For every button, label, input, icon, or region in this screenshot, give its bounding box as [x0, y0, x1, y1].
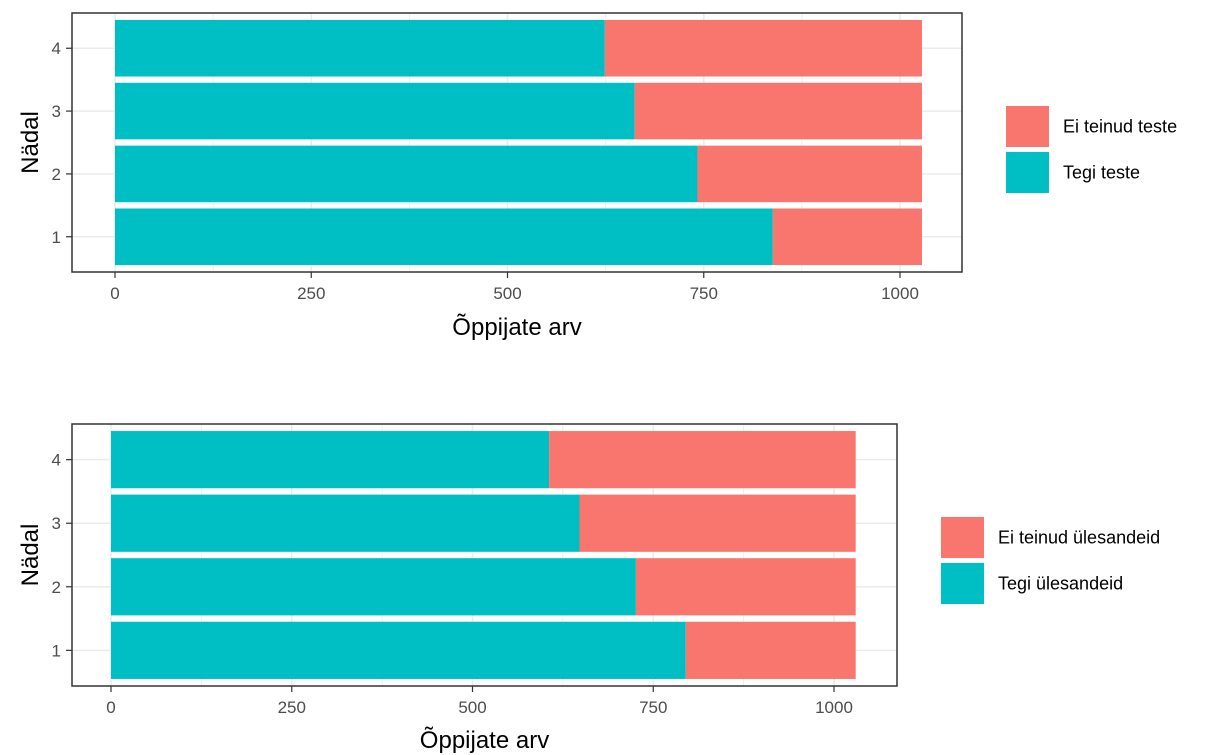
x-axis-title: Õppijate arv	[420, 726, 549, 754]
y-tick-label: 2	[52, 578, 61, 597]
y-tick-label: 2	[52, 165, 61, 184]
bar-did-week-3	[111, 494, 580, 552]
legend-label: Ei teinud ülesandeid	[998, 528, 1160, 548]
y-tick-label: 1	[52, 228, 61, 247]
y-tick-label: 3	[52, 102, 61, 121]
bar-did-week-4	[115, 19, 605, 77]
x-tick-label: 750	[639, 698, 667, 717]
bar-did-not-week-4	[549, 431, 856, 489]
legend-swatch	[941, 563, 984, 604]
panel-border	[71, 423, 898, 687]
legend-swatch	[1006, 106, 1049, 147]
legend-label: Tegi ülesandeid	[998, 574, 1123, 594]
y-tick-label: 3	[52, 514, 61, 533]
bar-did-week-2	[115, 145, 698, 203]
legend: Ei teinud ülesandeid Tegi ülesandeid	[941, 517, 1160, 604]
x-axis-title: Õppijate arv	[452, 313, 581, 341]
panel-border	[71, 12, 963, 273]
x-tick-label: 250	[297, 284, 325, 303]
x-tick-label: 500	[458, 698, 486, 717]
bar-did-week-1	[115, 208, 773, 266]
bar-did-not-week-4	[604, 19, 922, 77]
legend: Ei teinud teste Tegi teste	[1006, 106, 1177, 193]
bar-did-not-week-2	[697, 145, 922, 203]
bar-did-not-week-1	[685, 621, 856, 679]
y-axis-title: Nädal	[17, 111, 44, 174]
bar-did-not-week-3	[579, 494, 856, 552]
bar-did-not-week-1	[772, 208, 922, 266]
x-tick-label: 500	[493, 284, 521, 303]
legend-swatch	[1006, 152, 1049, 193]
x-tick-label: 0	[110, 284, 119, 303]
legend-label: Ei teinud teste	[1063, 117, 1177, 137]
bar-did-not-week-3	[634, 82, 922, 140]
bar-did-week-2	[111, 558, 636, 616]
y-tick-label: 4	[52, 39, 61, 58]
chart-top: 0 250 500 750 1000 1 2 3 4 Õppijate arv Nädal Ei te…	[17, 12, 1177, 341]
y-tick-label: 4	[52, 451, 61, 470]
x-tick-label: 750	[690, 284, 718, 303]
legend-swatch	[941, 517, 984, 558]
legend-label: Tegi teste	[1063, 163, 1140, 183]
bar-did-week-1	[111, 621, 686, 679]
x-tick-label: 0	[106, 698, 115, 717]
chart-bottom: 0 250 500 750 1000 1 2 3 4 Õppijate arv Nädal Ei te…	[17, 423, 1160, 754]
x-tick-label: 1000	[815, 698, 853, 717]
y-tick-label: 1	[52, 641, 61, 660]
x-tick-label: 1000	[881, 284, 919, 303]
bar-did-week-3	[115, 82, 635, 140]
bar-did-week-4	[111, 431, 550, 489]
bar-did-not-week-2	[635, 558, 856, 616]
x-tick-label: 250	[278, 698, 306, 717]
y-axis-title: Nädal	[17, 524, 44, 587]
